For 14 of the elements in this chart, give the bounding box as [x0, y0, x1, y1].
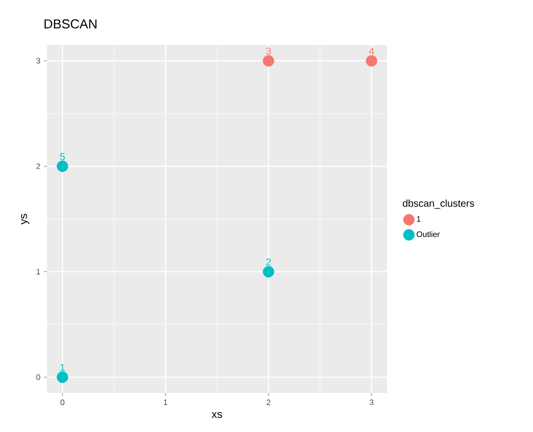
point: [262, 55, 274, 67]
annotation: 4: [369, 48, 374, 55]
y-axis-title: ys: [21, 214, 30, 224]
point: [366, 55, 378, 67]
annotation: 5: [60, 153, 65, 160]
chart-title: DBSCAN: [44, 19, 96, 28]
point: [56, 160, 68, 172]
legend-title: dbscan_clusters: [402, 200, 474, 209]
annotation: 3: [266, 48, 271, 55]
annotation: 1: [60, 364, 65, 371]
point: [262, 266, 274, 278]
annotation: 2: [266, 258, 271, 266]
x-axis-title: xs: [212, 412, 222, 418]
point: [56, 371, 68, 383]
